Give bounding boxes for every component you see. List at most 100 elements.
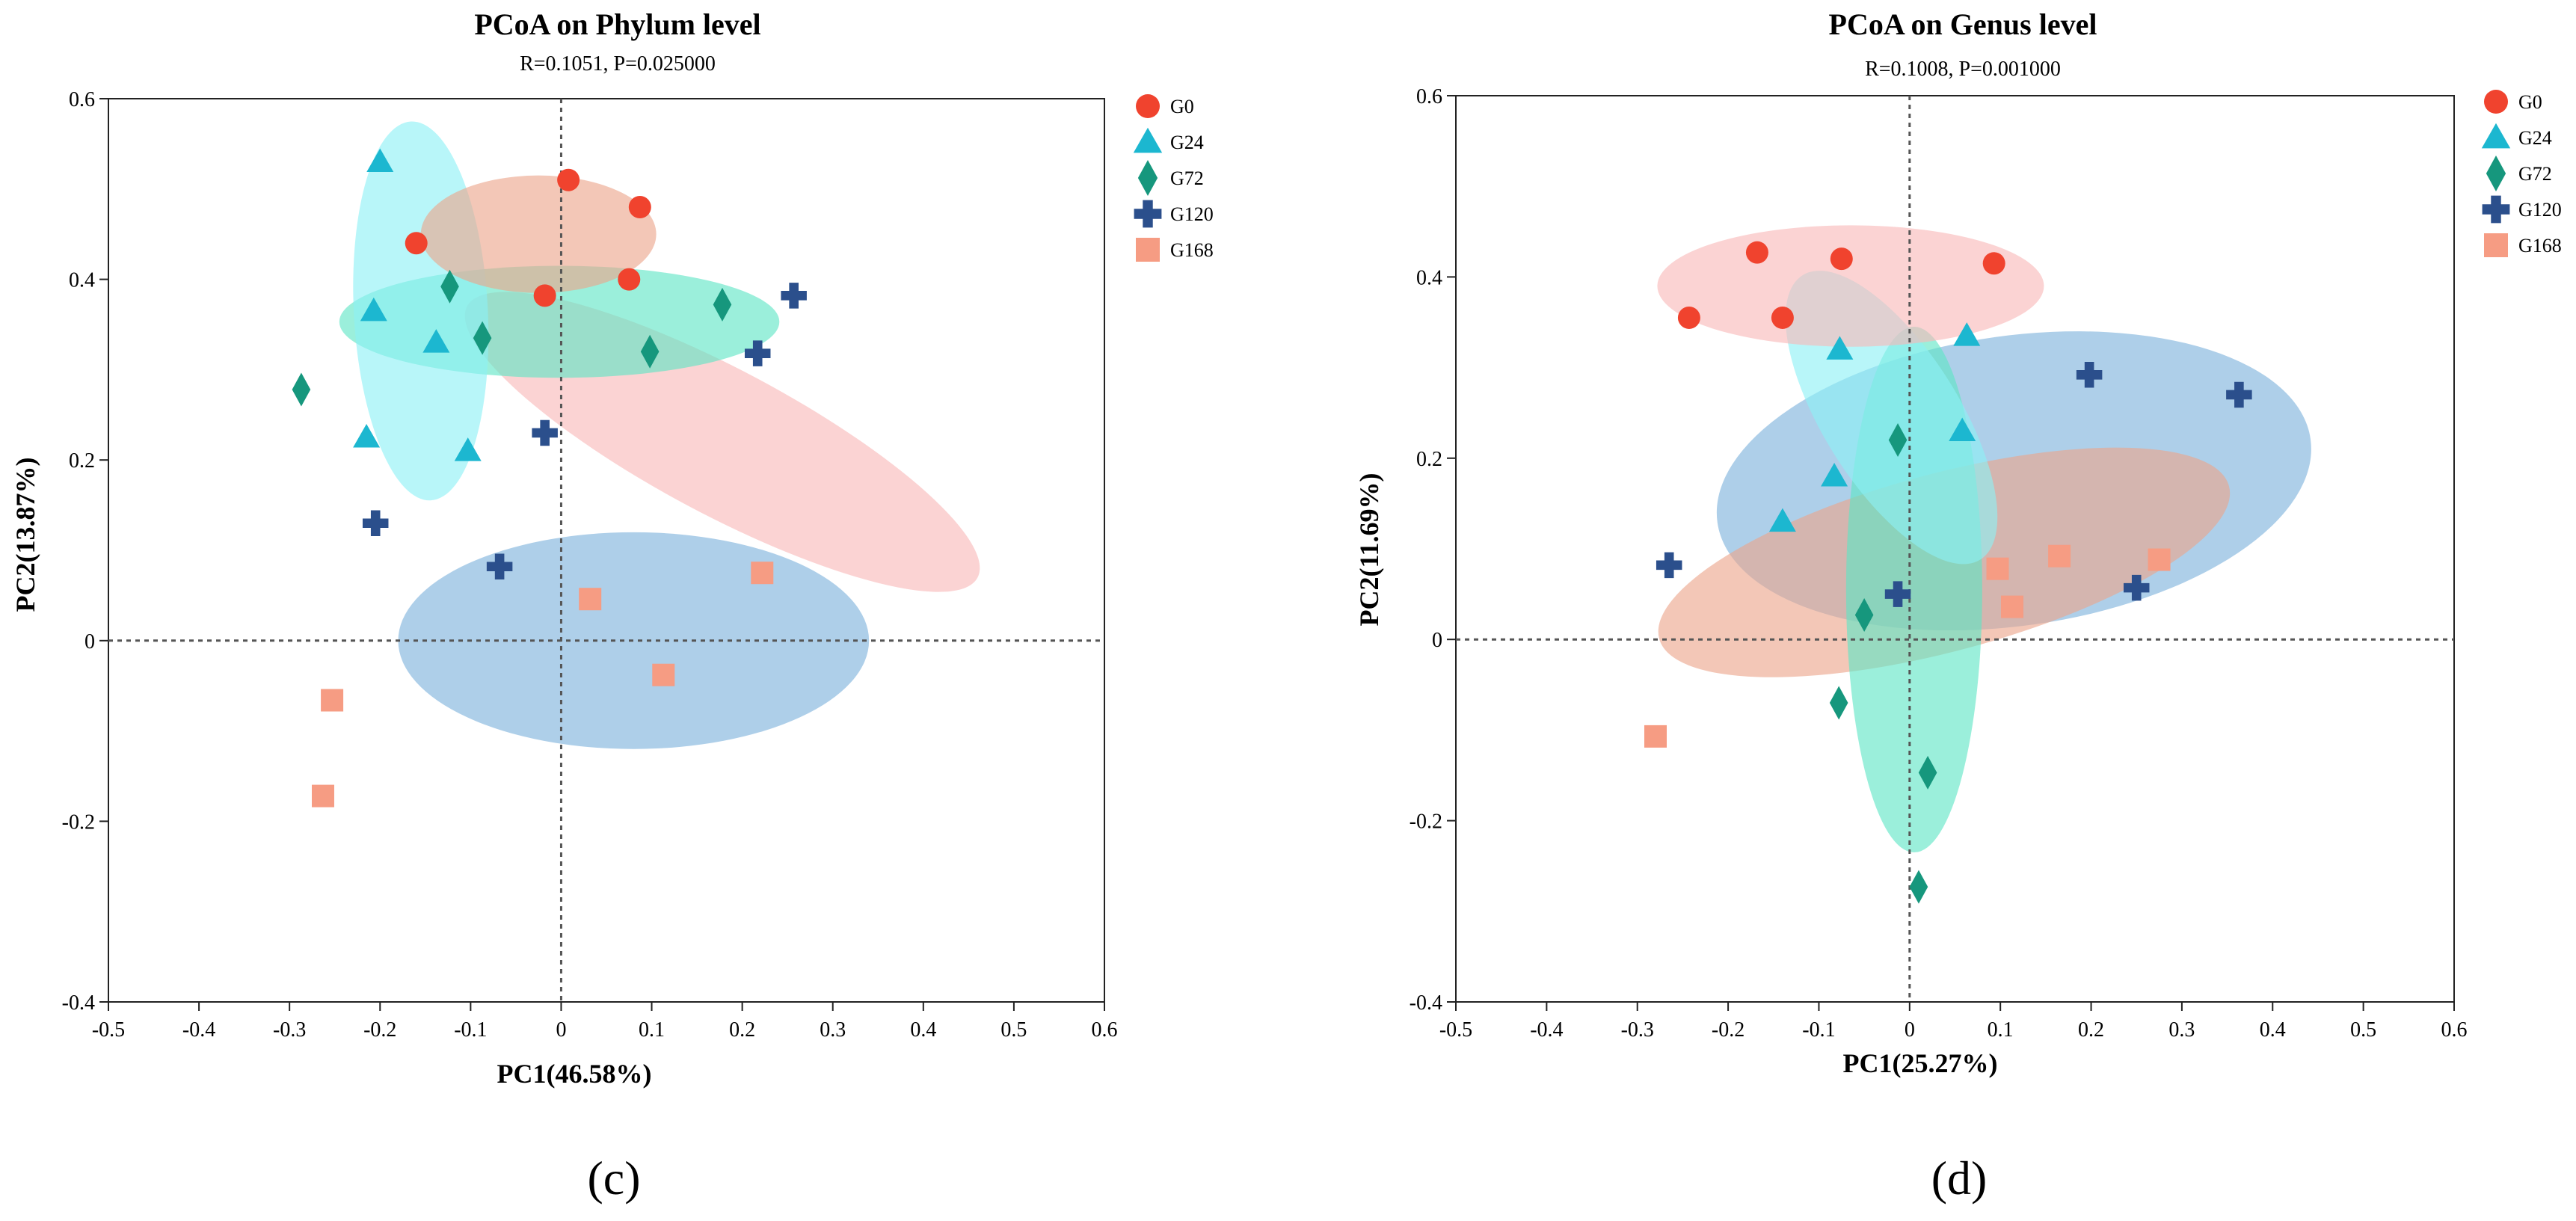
scatter-points: [1644, 241, 2252, 904]
x-tick-label: -0.4: [1530, 1018, 1563, 1042]
point-g0: [1677, 306, 1700, 329]
x-tick-label: -0.1: [454, 1018, 487, 1042]
y-axis-label: PC2(11.69%): [1354, 473, 1384, 627]
point-g72: [1888, 423, 1908, 458]
legend-label: G120: [2518, 199, 2562, 221]
x-tick-label: 0.1: [1988, 1018, 2014, 1042]
scatter-points: [292, 148, 807, 808]
y-tick-label: 0.2: [1416, 448, 1442, 471]
legend-label: G72: [2518, 163, 2552, 185]
circle-icon: [2484, 90, 2508, 114]
x-tick-label: 0.5: [1000, 1018, 1027, 1042]
legend-item-g72: G72: [2486, 156, 2552, 191]
diamond-icon: [1137, 160, 1158, 196]
plot-axes: -0.5 -0.4 -0.3 -0.2 -0.1 0 0.1 0.2 0.3 0.4 0.5 0.6 -…: [1410, 85, 2468, 1042]
y-tick-label: 0.6: [1416, 85, 1442, 108]
x-tick-label: 0.4: [910, 1018, 936, 1042]
point-g120: [2226, 381, 2252, 408]
point-g24: [1821, 463, 1848, 487]
point-g0: [628, 195, 651, 218]
confidence-ellipses: [1657, 225, 2311, 853]
point-g168: [579, 588, 602, 611]
legend-label: G24: [2518, 127, 2552, 149]
x-tick-label: 0.5: [2350, 1018, 2376, 1042]
x-tick-label: 0.6: [2441, 1018, 2468, 1042]
legend-label: G120: [1170, 203, 1214, 225]
chart-title: PCoA on Genus level: [1829, 7, 2097, 41]
y-tick-label: -0.4: [62, 991, 95, 1015]
pcoa-genus-panel: PCoA on Genus level R=0.1008, P=0.001000…: [1354, 7, 2562, 1205]
x-tick-label: -0.4: [182, 1018, 215, 1042]
x-tick-label: -0.5: [1439, 1018, 1472, 1042]
point-g168: [2048, 544, 2071, 568]
legend-item-g120: G120: [1134, 200, 1214, 228]
x-tick-label: -0.3: [1621, 1018, 1654, 1042]
y-tick-label: 0.6: [69, 88, 95, 111]
point-g72: [713, 287, 732, 322]
y-tick-label: 0: [84, 630, 95, 653]
legend-item-g168: G168: [2484, 233, 2562, 257]
point-g24: [353, 424, 381, 448]
point-g120: [362, 510, 389, 537]
point-g24: [1949, 417, 1976, 441]
y-tick-label: -0.4: [1410, 991, 1442, 1015]
x-axis-label: PC1(46.58%): [497, 1059, 652, 1089]
point-g72: [292, 372, 311, 407]
legend-item-g0: G0: [2484, 90, 2542, 114]
y-axis-label: PC2(13.87%): [10, 458, 40, 612]
legend-label: G24: [1170, 132, 1204, 153]
x-tick-label: 0.3: [820, 1018, 846, 1042]
point-g120: [1656, 552, 1682, 579]
point-g0: [618, 268, 641, 291]
x-tick-label: -0.5: [92, 1018, 125, 1042]
point-g0: [533, 284, 556, 307]
y-tick-label: 0: [1432, 629, 1442, 652]
y-tick-label: 0.4: [1416, 266, 1442, 289]
pcoa-phylum-panel: PCoA on Phylum level R=0.1051, P=0.02500…: [10, 7, 1214, 1205]
x-axis-label: PC1(25.27%): [1843, 1048, 1998, 1078]
point-g72: [473, 321, 492, 355]
x-tick-label: 0.1: [639, 1018, 665, 1042]
x-tick-label: 0.4: [2260, 1018, 2286, 1042]
point-g168: [751, 562, 774, 585]
point-g168: [652, 663, 675, 686]
x-tick-label: 0.3: [2168, 1018, 2195, 1042]
point-g0: [1745, 241, 1768, 264]
plot-axes: -0.5 -0.4 -0.3 -0.2 -0.1 0 0.1 0.2 0.3 0.4 0.5 0.6 -…: [62, 88, 1118, 1042]
y-tick-label: 0.4: [69, 269, 95, 292]
y-tick-label: 0.2: [69, 449, 95, 473]
legend-label: G0: [1170, 96, 1194, 117]
point-g72: [1854, 597, 1874, 632]
confidence-ellipses: [339, 121, 980, 749]
x-tick-label: -0.2: [363, 1018, 396, 1042]
point-g120: [744, 340, 771, 366]
legend-label: G0: [2518, 91, 2542, 113]
point-g168: [2000, 595, 2023, 618]
point-g24: [1953, 322, 1981, 346]
chart-subtitle: R=0.1008, P=0.001000: [1865, 58, 2061, 81]
x-tick-label: 0.2: [729, 1018, 755, 1042]
legend: G0 G24 G72 G120 G168: [2481, 90, 2562, 257]
legend-item-g72: G72: [1137, 160, 1204, 196]
legend-item-g168: G168: [1136, 238, 1214, 262]
y-tick-label: -0.2: [62, 811, 95, 834]
x-tick-label: 0: [556, 1018, 566, 1042]
x-tick-label: 0.2: [2078, 1018, 2104, 1042]
circle-icon: [1136, 94, 1160, 118]
diamond-icon: [2486, 156, 2506, 191]
point-g72: [1909, 870, 1928, 904]
point-g120: [1884, 581, 1911, 607]
ellipse-g120: [398, 532, 870, 749]
point-g24: [454, 437, 482, 461]
point-g168: [2148, 548, 2171, 571]
point-g120: [2076, 362, 2103, 388]
x-tick-label: 0: [1905, 1018, 1915, 1042]
panel-label-d: (d): [1931, 1151, 1988, 1205]
triangle-icon: [2481, 123, 2511, 149]
x-tick-label: -0.1: [1802, 1018, 1835, 1042]
legend-label: G72: [1170, 167, 1204, 189]
point-g120: [2123, 574, 2150, 601]
x-tick-label: -0.2: [1712, 1018, 1745, 1042]
point-g72: [440, 269, 459, 304]
